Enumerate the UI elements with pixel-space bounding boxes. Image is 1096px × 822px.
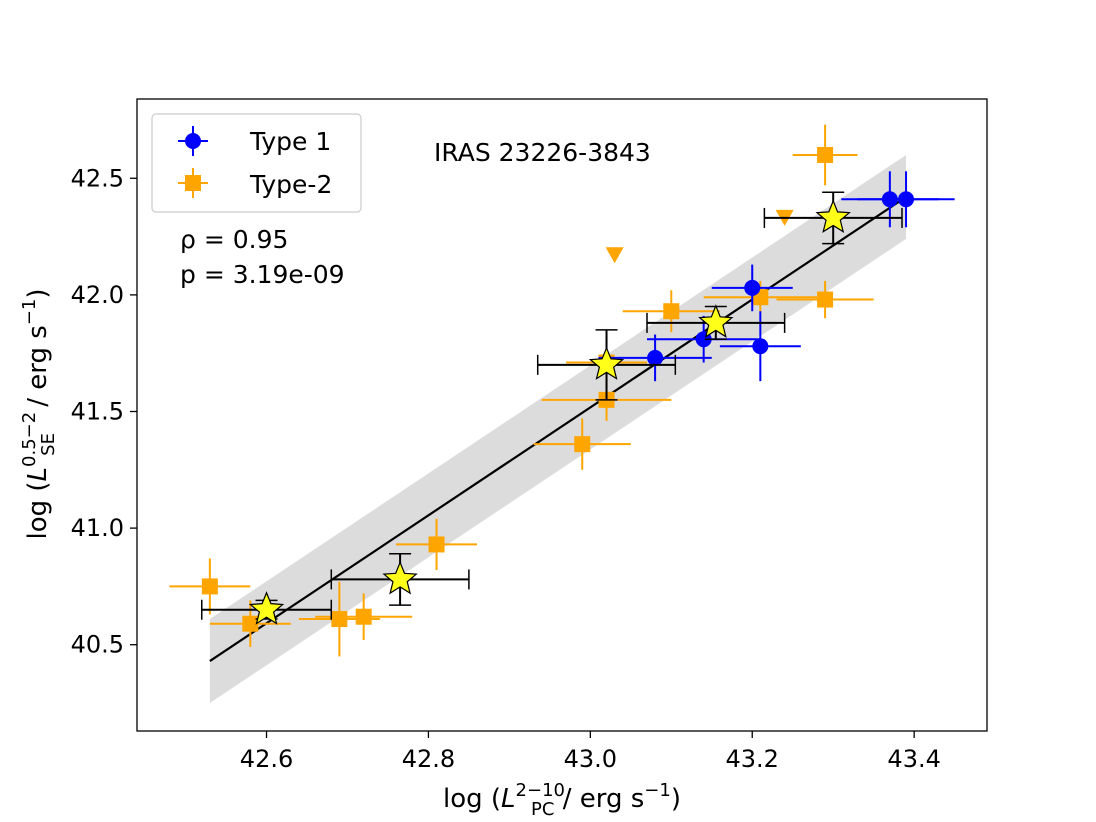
fit-line	[209, 196, 907, 662]
iras-23226-3843-point-4	[646, 304, 786, 340]
type-2-marker	[817, 146, 834, 163]
y-tick-label: 42.5	[71, 164, 124, 192]
x-axis-ticks: 42.6 42.8 43.0 43.2 43.4	[240, 731, 941, 773]
type-2-point-9	[622, 290, 720, 333]
type-2-marker	[331, 611, 348, 628]
data-points-layer	[169, 124, 955, 657]
type-2-point-6	[533, 418, 631, 470]
type-1-marker	[744, 279, 761, 296]
iras-23226-3843-point-1	[201, 591, 333, 625]
type-1-point-6	[857, 171, 955, 228]
legend-label-type1: Type 1	[249, 127, 331, 156]
type-1-point-3	[711, 264, 793, 312]
type-2-marker	[574, 436, 591, 453]
x-tick-label: 43.4	[887, 745, 940, 773]
iras-23226-3843-point-3	[536, 329, 677, 401]
legend-frame	[151, 113, 362, 213]
type-2-marker	[817, 291, 834, 308]
type-1-marker	[647, 349, 664, 366]
x-tick-label: 43.0	[564, 745, 617, 773]
y-tick-label: 41.5	[71, 398, 124, 426]
iras-23226-3843-marker	[248, 591, 285, 625]
type-1-marker	[752, 338, 769, 355]
iras-23226-3843-point-2	[330, 553, 470, 606]
type-2-marker	[355, 608, 372, 625]
type-1-point-1	[598, 334, 712, 382]
type-2-marker	[428, 536, 445, 553]
type-2-marker	[663, 303, 680, 320]
y-tick-label: 41.0	[71, 514, 124, 542]
type-2-point-11	[776, 280, 874, 319]
legend: Type 1 Type-2	[151, 113, 362, 213]
y-tick-label: 42.0	[71, 281, 124, 309]
plot-frame	[136, 98, 988, 732]
type-2-marker	[201, 578, 218, 595]
annotation-title: IRAS 23226-3843	[434, 138, 651, 167]
y-axis-label: log (L0.5−2SE / erg s−1)	[19, 288, 59, 539]
y-axis-ticks: 40.5 41.0 41.5 42.0 42.5	[71, 164, 137, 659]
type-2-point-5	[396, 518, 477, 571]
type-2-point-12	[792, 124, 858, 186]
type-2-point-1	[169, 558, 251, 615]
p-label: p = 3.19e-09	[180, 260, 345, 289]
x-tick-label: 43.2	[726, 745, 779, 773]
type-2-point-2	[209, 600, 291, 648]
iras-23226-3843-marker	[698, 304, 734, 338]
iras-23226-3843-marker	[588, 346, 625, 380]
legend-label-type2: Type-2	[249, 170, 332, 199]
circle-marker	[185, 133, 201, 149]
x-axis-label: log (L2−10 PC / erg s−1)	[443, 780, 681, 820]
y-tick-label: 40.5	[71, 631, 124, 659]
iras-23226-3843-marker	[815, 199, 851, 233]
rho-label: ρ = 0.95	[180, 225, 288, 254]
legend-marker-1	[178, 126, 208, 156]
square-marker	[185, 175, 201, 191]
x-tick-label: 42.6	[240, 745, 293, 773]
iras-23226-3843-point-5	[763, 191, 903, 245]
fit-line-layer	[209, 196, 907, 662]
legend-marker-2	[178, 168, 208, 198]
x-tick-label: 42.8	[402, 745, 455, 773]
iras-23226-3843-marker	[382, 560, 418, 595]
type-1-marker	[898, 191, 915, 208]
legend-markers	[178, 126, 208, 198]
type-2-upper-limit-1	[605, 247, 624, 264]
type-2-marker	[242, 615, 259, 632]
